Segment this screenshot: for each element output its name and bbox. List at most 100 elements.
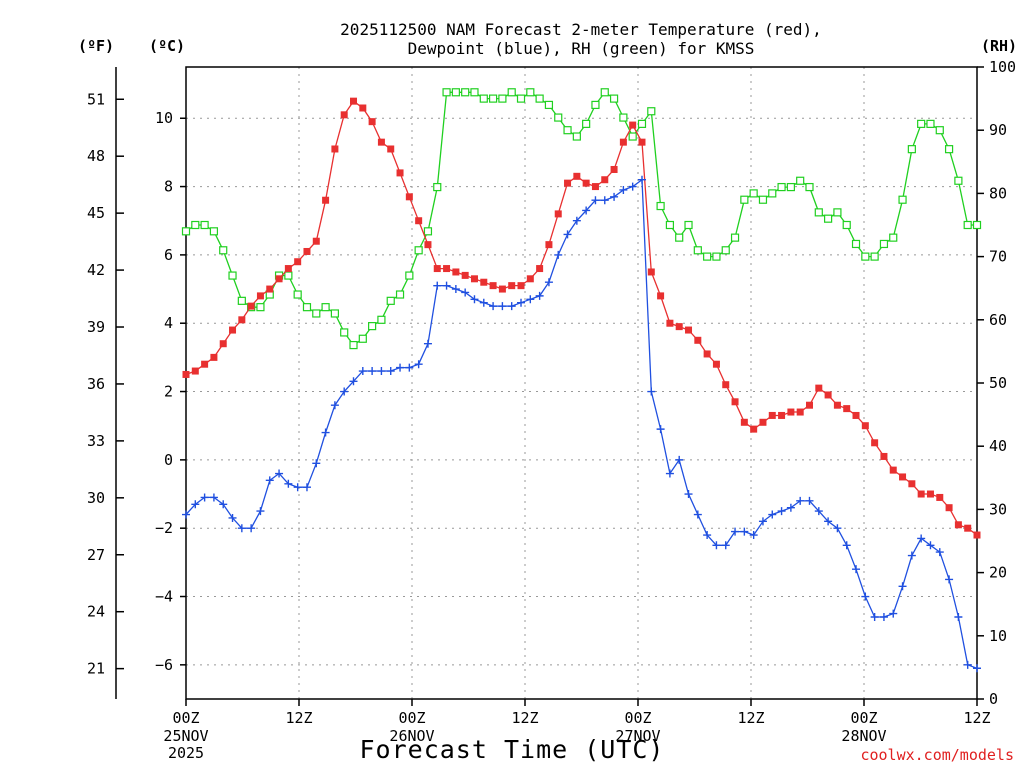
- temperature-point: [740, 418, 748, 426]
- dewpoint-point: [637, 175, 646, 184]
- dewpoint-point: [917, 534, 926, 543]
- temperature-point: [759, 418, 767, 426]
- temperature-point: [387, 145, 395, 153]
- rh-point: [461, 88, 470, 97]
- temperature-point: [787, 408, 795, 416]
- dewpoint-point: [423, 339, 432, 348]
- temperature-point: [201, 360, 209, 368]
- rh-point: [907, 145, 916, 154]
- dewpoint-point: [209, 493, 218, 502]
- rh-point: [405, 271, 414, 280]
- temperature-point: [731, 398, 739, 406]
- rh-point: [665, 220, 675, 230]
- temperature-point: [294, 258, 302, 266]
- temperature-point: [954, 521, 962, 529]
- rh-point: [191, 220, 200, 230]
- temperature-point: [470, 275, 478, 283]
- dewpoint-point: [675, 455, 684, 464]
- temperature-point: [405, 193, 413, 201]
- rh-point: [237, 296, 246, 305]
- rh-point: [972, 220, 982, 230]
- rh-point: [600, 88, 609, 97]
- dewpoint-point: [554, 250, 563, 259]
- dewpoint-point: [544, 278, 553, 287]
- temperature-point: [768, 411, 776, 419]
- temperature-point: [936, 493, 944, 501]
- temperature-point: [973, 531, 981, 539]
- dewpoint-point: [758, 517, 767, 526]
- rh-point: [470, 88, 479, 97]
- dewpoint-point: [479, 298, 488, 307]
- rh-point: [284, 271, 293, 280]
- dewpoint-point: [563, 230, 572, 239]
- rh-point: [442, 88, 451, 97]
- rh-tick-label: 30: [989, 500, 1007, 518]
- temperature-point: [899, 473, 907, 481]
- temperature-point: [415, 217, 423, 225]
- rh-point: [507, 88, 516, 97]
- rh-point: [619, 113, 628, 122]
- rh-point: [768, 189, 777, 198]
- temperature-point: [852, 411, 860, 419]
- rh-point: [861, 252, 870, 261]
- fahrenheit-axis: 51 48 45 42 39 36 33 30 27 24 21: [87, 90, 124, 678]
- dewpoint-point: [405, 363, 414, 372]
- dewpoint-point: [470, 295, 479, 304]
- rh-point: [488, 94, 498, 103]
- dewpoint-point: [182, 510, 190, 519]
- rh-point: [824, 214, 833, 223]
- temperature-point: [275, 275, 283, 283]
- fahrenheit-tick-label: 36: [87, 375, 105, 393]
- celsius-unit-label: (ºC): [149, 37, 185, 55]
- dewpoint-point: [582, 206, 591, 215]
- temperature-point: [629, 121, 637, 129]
- dewpoint-point: [805, 496, 814, 505]
- temperature-point: [396, 169, 404, 177]
- dewpoint-point: [377, 367, 386, 376]
- rh-point: [777, 182, 786, 192]
- temperature-point: [843, 405, 851, 413]
- temperature-point: [303, 247, 311, 255]
- rh-point: [609, 94, 619, 103]
- rh-point: [796, 176, 805, 185]
- dewpoint-point: [498, 302, 507, 311]
- dewpoint-point: [861, 592, 870, 601]
- dewpoint-point: [358, 367, 367, 376]
- fahrenheit-tick-label: 27: [87, 546, 105, 564]
- dewpoint-point: [517, 298, 526, 307]
- temperature-point: [508, 282, 516, 290]
- rh-point: [181, 227, 191, 236]
- temperature-point: [443, 265, 451, 273]
- rh-point: [526, 88, 535, 97]
- dewpoint-point: [368, 367, 377, 376]
- dewpoint-point: [610, 192, 619, 201]
- dewpoint-point: [265, 476, 274, 485]
- dewpoint-point: [973, 664, 981, 673]
- temperature-point: [536, 265, 544, 273]
- x-axis-title: Forecast Time (UTC): [360, 735, 665, 764]
- dewpoint-point: [647, 387, 656, 396]
- rh-point: [535, 94, 544, 103]
- temperature-point: [498, 285, 506, 293]
- fahrenheit-tick-label: 51: [87, 90, 105, 108]
- temperature-point: [480, 278, 488, 286]
- temperature-point: [191, 367, 199, 375]
- dewpoint-point: [321, 428, 330, 437]
- dewpoint-point: [768, 510, 777, 519]
- temperature-point: [256, 292, 264, 300]
- time-tick-label: 12Z: [511, 709, 538, 727]
- rh-point: [200, 220, 209, 230]
- fahrenheit-tick-label: 21: [87, 660, 105, 678]
- temperature-point: [229, 326, 237, 334]
- rh-point: [544, 100, 554, 110]
- dewpoint-point: [591, 196, 600, 205]
- rh-point: [647, 107, 656, 116]
- rh-point: [228, 271, 237, 280]
- dewpoint-point: [572, 216, 581, 225]
- temperature-point: [712, 360, 720, 368]
- temperature-point: [554, 210, 562, 218]
- dewpoint-point: [414, 360, 423, 369]
- dewpoint-point: [628, 182, 637, 191]
- credit-link[interactable]: coolwx.com/models: [860, 746, 1014, 764]
- rh-point: [312, 309, 321, 318]
